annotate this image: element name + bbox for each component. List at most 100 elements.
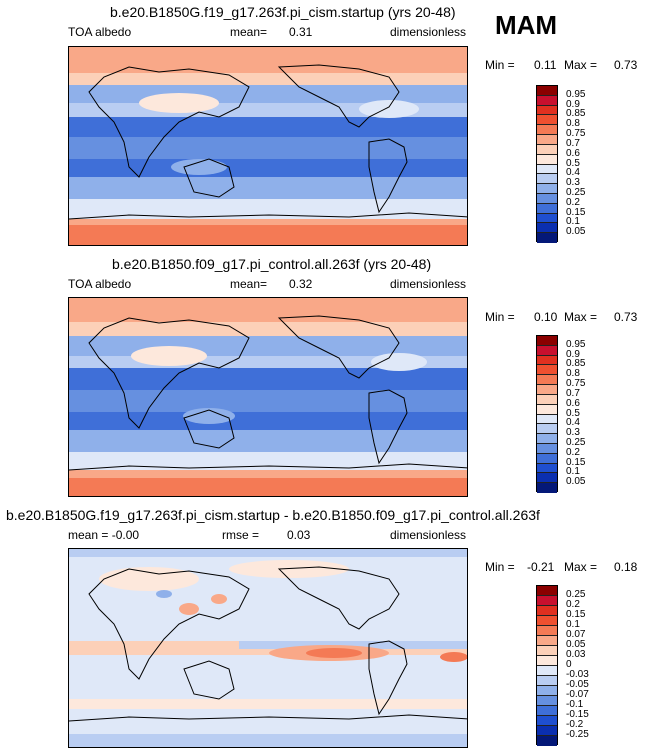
colorbar-swatch [537, 193, 557, 204]
colorbar-tick-label: 0.1 [566, 619, 580, 630]
panel1-title: b.e20.B1850G.f19_g17.263f.pi_cism.startu… [110, 4, 456, 20]
colorbar-tick-label: 0.07 [566, 629, 586, 640]
colorbar-swatch [537, 424, 557, 435]
panel3-mean: mean = -0.00 [68, 528, 140, 542]
panel3-min-label: Min = [485, 560, 515, 574]
colorbar-swatch [537, 434, 557, 444]
colorbar-tick-label: 0.15 [566, 609, 586, 620]
colorbar-tick-label: 0.4 [566, 417, 580, 429]
colorbar-swatch [537, 233, 557, 243]
panel3-title: b.e20.B1850G.f19_g17.263f.pi_cism.startu… [6, 507, 540, 523]
colorbar-tick-label: 0.15 [566, 206, 586, 218]
colorbar-tick-label: 0.2 [566, 196, 580, 208]
colorbar-swatch [537, 365, 557, 376]
panel2-min-label: Min = [485, 310, 515, 324]
colorbar-swatch [537, 184, 557, 194]
panel3-map [68, 548, 468, 748]
colorbar-swatch [537, 213, 557, 224]
colorbar-swatch [537, 355, 557, 366]
colorbar-swatch [537, 596, 557, 606]
colorbar-swatch [537, 394, 557, 405]
colorbar-swatch [537, 616, 557, 626]
colorbar-tick-label: 0.95 [566, 88, 586, 100]
colorbar-swatch [537, 626, 557, 636]
colorbar-swatch [537, 586, 557, 596]
colorbar-tick-label: 0.05 [566, 476, 586, 488]
panel2-colorbar [536, 335, 558, 493]
panel2-field-name: TOA albedo [68, 277, 132, 291]
panel2-mean-label: mean= [230, 277, 268, 291]
colorbar-swatch [537, 115, 557, 126]
colorbar-swatch [537, 443, 557, 454]
colorbar-swatch [537, 726, 557, 736]
panel3-map-graphic [69, 549, 467, 747]
colorbar-swatch [537, 473, 557, 484]
colorbar-tick-label: -0.25 [566, 729, 589, 740]
panel3-rmse-label: rmse = [222, 528, 260, 542]
colorbar-tick-label: 0.85 [566, 108, 586, 120]
panel3-units: dimensionless [390, 528, 467, 542]
colorbar-tick-label: -0.05 [566, 679, 589, 690]
colorbar-tick-label: 0.1 [566, 466, 580, 478]
colorbar-swatch [537, 686, 557, 696]
colorbar-swatch [537, 636, 557, 646]
colorbar-swatch [537, 696, 557, 706]
colorbar-swatch [537, 646, 557, 656]
colorbar-tick-label: 0.03 [566, 649, 586, 660]
colorbar-tick-label: 0.05 [566, 226, 586, 238]
colorbar-tick-label: 0.7 [566, 387, 580, 399]
colorbar-tick-label: 0.6 [566, 147, 580, 159]
panel3-max-value: 0.18 [614, 560, 638, 574]
colorbar-swatch [537, 154, 557, 165]
colorbar-swatch [537, 174, 557, 185]
panel1-units: dimensionless [390, 25, 467, 39]
colorbar-tick-label: 0 [566, 659, 572, 670]
colorbar-swatch [537, 656, 557, 666]
panel2-min-value: 0.10 [534, 310, 558, 324]
colorbar-tick-label: 0.2 [566, 446, 580, 458]
panel1-colorbar [536, 85, 558, 243]
panel1-map [68, 46, 468, 246]
panel1-min-value: 0.11 [534, 58, 557, 72]
panel3-max-label: Max = [564, 560, 598, 574]
colorbar-tick-label: 0.15 [566, 456, 586, 468]
colorbar-tick-label: 0.5 [566, 157, 580, 169]
colorbar-swatch [537, 736, 557, 746]
panel1-max-label: Max = [564, 58, 598, 72]
panel2-title: b.e20.B1850.f09_g17.pi_control.all.263f … [112, 256, 432, 272]
colorbar-tick-label: 0.9 [566, 98, 580, 110]
colorbar-tick-label: 0.1 [566, 216, 580, 228]
panel1-map-graphic [69, 47, 467, 245]
colorbar-tick-label: 0.5 [566, 407, 580, 419]
colorbar-tick-label: 0.95 [566, 338, 586, 350]
colorbar-swatch [537, 414, 557, 425]
colorbar-swatch [537, 716, 557, 726]
panel1-field-name: TOA albedo [68, 25, 132, 39]
colorbar-swatch [537, 86, 557, 96]
colorbar-swatch [537, 105, 557, 116]
colorbar-swatch [537, 385, 557, 395]
colorbar-tick-label: 0.7 [566, 137, 580, 149]
colorbar-tick-label: 0.25 [566, 589, 586, 600]
colorbar-tick-label: 0.75 [566, 378, 586, 390]
colorbar-swatch [537, 404, 557, 415]
panel2-max-label: Max = [564, 310, 598, 324]
panel2-units: dimensionless [390, 277, 467, 291]
panel1-min-label: Min = [485, 58, 515, 72]
panel1-max-value: 0.73 [614, 58, 638, 72]
colorbar-swatch [537, 164, 557, 175]
colorbar-tick-label: 0.6 [566, 397, 580, 409]
panel3-colorbar [536, 585, 558, 746]
panel2-map [68, 297, 468, 497]
colorbar-tick-label: 0.9 [566, 348, 580, 360]
colorbar-tick-label: 0.8 [566, 368, 580, 380]
colorbar-swatch [537, 706, 557, 716]
colorbar-tick-label: 0.3 [566, 177, 580, 189]
colorbar-swatch [537, 483, 557, 493]
colorbar-swatch [537, 144, 557, 155]
colorbar-tick-label: 0.25 [566, 436, 586, 448]
colorbar-tick-label: 0.05 [566, 639, 586, 650]
colorbar-swatch [537, 203, 557, 214]
colorbar-tick-label: 0.8 [566, 118, 580, 130]
colorbar-swatch [537, 345, 557, 356]
